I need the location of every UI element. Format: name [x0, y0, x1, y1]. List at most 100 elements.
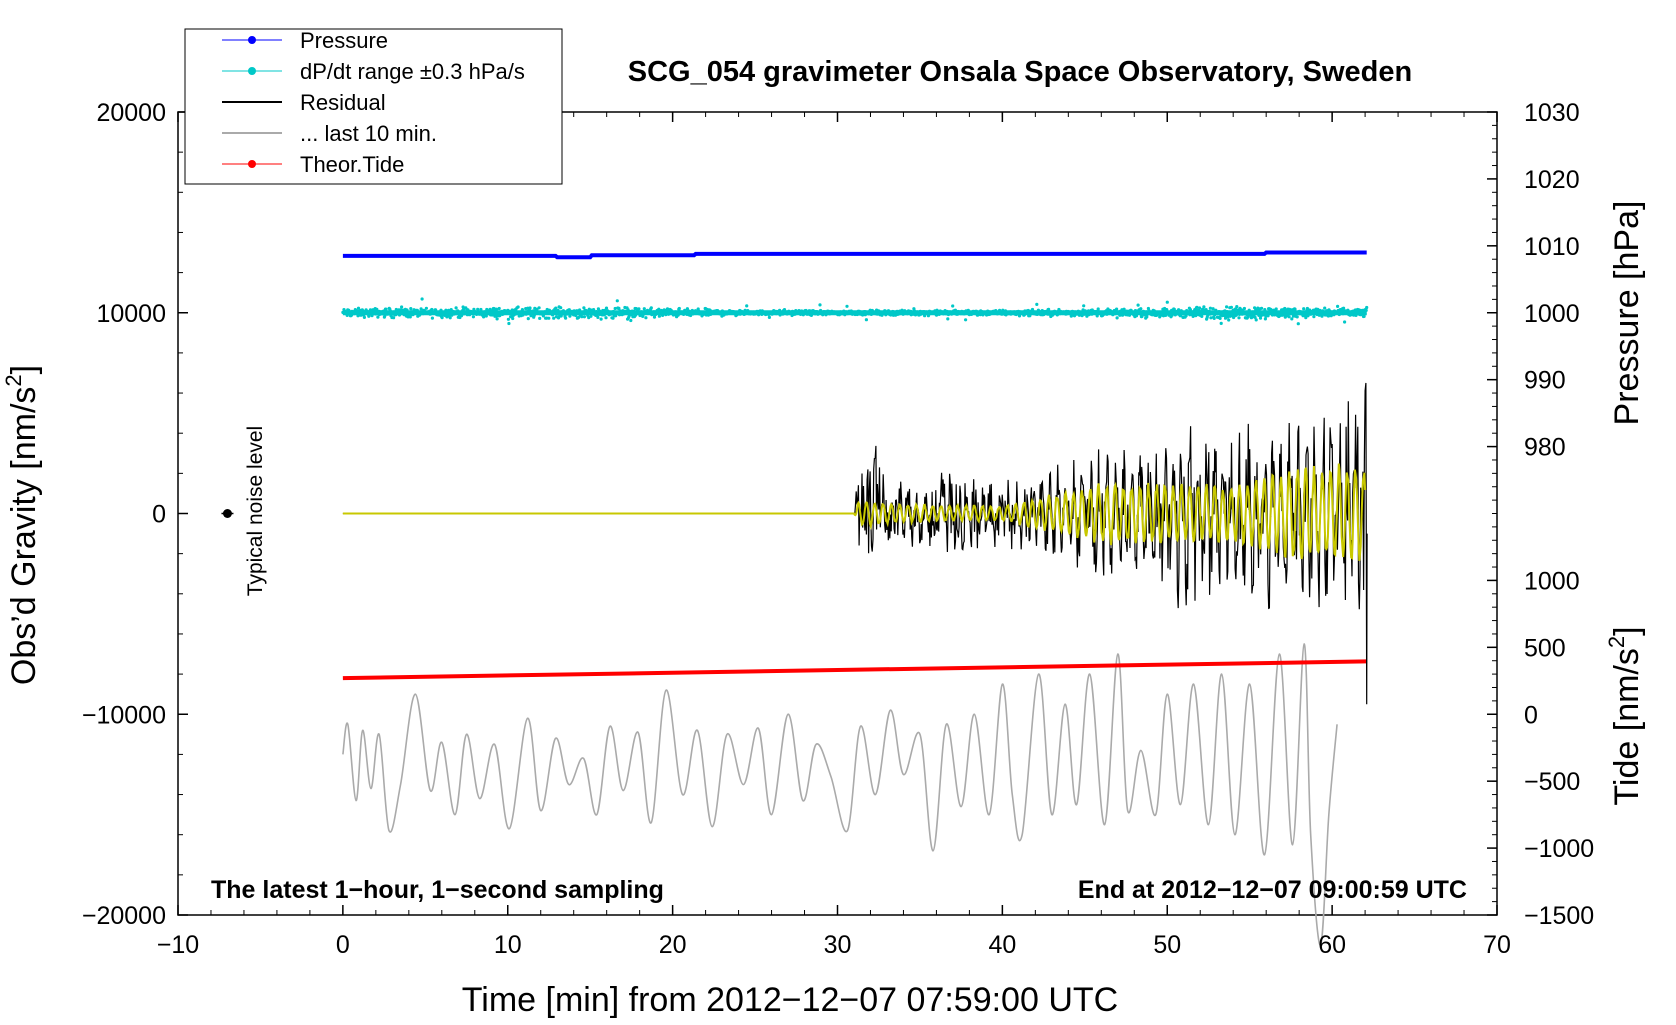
tide-axis-title: Tide [nm/s2] [1604, 626, 1646, 805]
dpdt-point [1308, 308, 1312, 312]
tide-tick-label: −1500 [1524, 902, 1594, 930]
dpdt-point [367, 314, 371, 318]
dpdt-point [1115, 316, 1119, 320]
dpdt-point [599, 317, 603, 321]
dpdt-point [1095, 314, 1099, 318]
pressure-tick-label: 990 [1524, 367, 1566, 395]
dpdt-point [495, 317, 499, 321]
dpdt-point [1177, 308, 1181, 312]
left-tick-label: −20000 [82, 902, 166, 930]
dpdt-point [664, 313, 668, 317]
dpdt-point [1225, 310, 1229, 314]
dpdt-point [574, 313, 578, 318]
legend-label: dP/dt range ±0.3 hPa/s [300, 59, 525, 84]
dpdt-point [1293, 307, 1297, 311]
dpdt-point [604, 316, 608, 320]
dpdt-point [1363, 312, 1367, 316]
x-tick-label: 40 [988, 931, 1016, 959]
dpdt-point [454, 306, 458, 310]
dpdt-point [634, 313, 638, 317]
dpdt-point [1296, 322, 1300, 326]
dpdt-point [420, 297, 424, 301]
dpdt-point [567, 308, 571, 312]
dpdt-point [506, 317, 510, 321]
dpdt-point [551, 313, 555, 317]
dpdt-point [564, 316, 568, 320]
dpdt-point [611, 316, 615, 320]
dpdt-point [1290, 317, 1294, 321]
dpdt-point [387, 311, 391, 315]
tide-tick-label: −1000 [1524, 835, 1594, 863]
pressure-series [342, 250, 1367, 260]
dpdt-range-series [341, 297, 1369, 326]
dpdt-point [492, 311, 496, 316]
dpdt-point [1172, 307, 1176, 311]
dpdt-point [362, 315, 366, 319]
dpdt-point [565, 312, 569, 316]
dpdt-point [532, 313, 536, 317]
dpdt-point [582, 306, 586, 310]
left-tick-label: 10000 [96, 300, 166, 328]
noise-marker [221, 509, 234, 518]
dpdt-point [974, 309, 979, 313]
dpdt-point [1263, 308, 1267, 312]
legend-label: Residual [300, 90, 386, 115]
dpdt-point [1202, 305, 1206, 309]
dpdt-point [400, 305, 404, 309]
x-tick-label: 10 [494, 931, 522, 959]
dpdt-point [362, 313, 366, 317]
dpdt-point [1188, 308, 1192, 312]
dpdt-point [1242, 306, 1246, 311]
dpdt-point [615, 310, 619, 314]
dpdt-point [615, 299, 619, 303]
pressure-tick-label: 1000 [1524, 300, 1580, 328]
dpdt-point [1164, 313, 1168, 317]
legend-item: Theor.Tide [222, 152, 404, 177]
dpdt-point [951, 304, 955, 308]
dpdt-point [430, 307, 434, 312]
dpdt-point [520, 308, 525, 312]
dpdt-point [559, 306, 563, 310]
x-axis-ticks: −10 0 10 20 30 40 50 60 70 [157, 112, 1511, 959]
dpdt-point [494, 307, 499, 311]
dpdt-point [1194, 314, 1198, 318]
dpdt-point [589, 314, 593, 318]
dpdt-point [1208, 306, 1212, 310]
dpdt-point [1191, 314, 1195, 318]
dpdt-point [1364, 308, 1368, 312]
dpdt-point [347, 308, 351, 312]
dpdt-point [1253, 315, 1257, 319]
dpdt-point [818, 303, 822, 307]
dpdt-point [602, 313, 607, 317]
dpdt-point [1219, 321, 1223, 325]
x-axis-title: Time [min] from 2012−12−07 07:59:00 UTC [462, 981, 1118, 1019]
dpdt-point [845, 304, 849, 308]
dpdt-point [1140, 314, 1144, 319]
dpdt-point [1266, 314, 1270, 318]
dpdt-point [604, 306, 609, 310]
dpdt-point [471, 315, 475, 319]
dpdt-point [677, 306, 681, 311]
dpdt-point [384, 307, 388, 311]
pressure-tick-label: 1020 [1524, 166, 1580, 194]
dpdt-point [1203, 310, 1208, 314]
dpdt-point [1115, 307, 1119, 311]
dpdt-point [1083, 309, 1087, 313]
dpdt-point [1212, 316, 1216, 320]
legend-swatch-dot [248, 67, 256, 75]
dpdt-point [376, 315, 380, 319]
tide-tick-label: 1000 [1524, 567, 1580, 595]
dpdt-point [1343, 320, 1347, 324]
dpdt-point [923, 314, 927, 318]
dpdt-point [547, 316, 551, 320]
dpdt-point [424, 306, 428, 310]
x-tick-label: 0 [336, 931, 350, 959]
left-axis-title: Obs’d Gravity [nm/s2] [1, 365, 43, 685]
dpdt-point [397, 313, 402, 317]
dpdt-point [576, 315, 581, 320]
dpdt-point [1214, 308, 1218, 312]
dpdt-point [380, 312, 384, 316]
dpdt-point [476, 307, 480, 311]
dpdt-point [1200, 314, 1204, 318]
